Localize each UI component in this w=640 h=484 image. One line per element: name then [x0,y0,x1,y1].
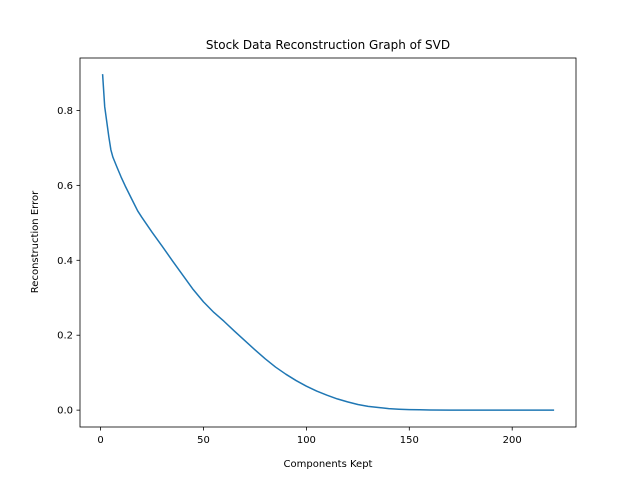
x-axis-ticks: 0 50 100 150 200 [97,427,522,446]
x-axis-label: Components Kept [284,459,373,470]
plot-frame [79,57,577,428]
y-tick-label: 0.8 [57,106,73,117]
y-axis-label: Reconstruction Error [30,190,41,293]
series-line-0 [101,74,555,411]
x-tick-label: 0 [97,435,103,446]
plot-layer [101,74,555,411]
x-tick-label: 150 [400,435,419,446]
y-tick-label: 0.6 [57,181,73,192]
y-tick-label: 0.0 [57,406,73,417]
y-tick-label: 0.2 [57,331,73,342]
y-axis-ticks: 0.0 0.2 0.4 0.6 0.8 [57,106,80,417]
x-tick-label: 200 [503,435,522,446]
x-tick-label: 50 [197,435,210,446]
chart-title: Stock Data Reconstruction Graph of SVD [206,38,450,52]
y-tick-label: 0.4 [57,256,73,267]
x-tick-label: 100 [297,435,316,446]
